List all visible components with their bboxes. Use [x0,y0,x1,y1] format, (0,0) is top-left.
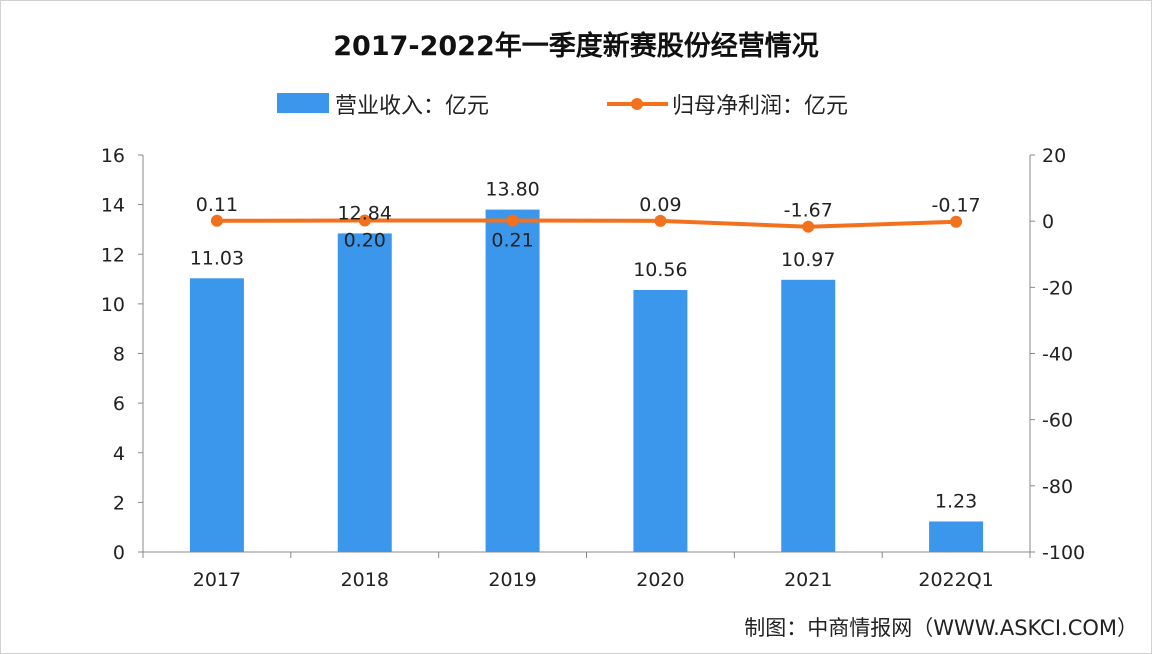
bar-2020 [633,289,688,552]
right-tick-label: -80 [1042,476,1073,498]
bar-label: 11.03 [190,247,244,269]
bar-label: 13.80 [485,179,539,201]
bar-2017 [189,278,244,552]
x-tick-label: 2018 [341,569,389,591]
x-tick-label: 2017 [193,569,241,591]
x-tick-label: 2021 [784,569,832,591]
bar-label: 10.56 [633,259,687,281]
left-tick-label: 2 [113,492,125,514]
profit-line [216,218,957,229]
x-tick-label: 2020 [636,569,684,591]
profit-point-2020 [654,214,667,227]
bar-label: 12.84 [338,202,392,224]
left-tick-label: 0 [113,542,125,564]
profit-point-2019 [506,214,519,227]
profit-point-2018 [358,214,371,227]
right-tick-label: -20 [1042,277,1073,299]
x-tick-label: 2019 [488,569,536,591]
left-tick-label: 6 [113,393,125,415]
right-tick-label: -60 [1042,410,1073,432]
left-tick-label: 12 [101,244,125,266]
legend-line-marker [631,98,643,110]
line-label: 0.20 [344,230,386,252]
right-tick-label: -40 [1042,344,1073,366]
left-tick-label: 16 [101,145,125,167]
bar-label: 10.97 [781,249,835,271]
bar-2022Q1 [929,521,984,552]
bar-label: 1.23 [935,490,977,512]
line-label: 0.11 [196,194,238,216]
source-note: 制图：中商情报网（WWW.ASKCI.COM） [744,616,1138,640]
right-tick-label: -100 [1042,542,1085,564]
bar-2018 [337,233,392,552]
line-label: 0.21 [491,229,533,251]
left-tick-label: 4 [113,443,125,465]
line-label: -1.67 [784,200,833,222]
chart-title: 2017-2022年一季度新赛股份经营情况 [333,30,819,62]
profit-point-2021 [802,220,815,233]
right-tick-label: 0 [1042,211,1054,233]
legend-bar-swatch [277,93,329,113]
left-tick-label: 10 [101,294,125,316]
legend: 营业收入：亿元 归母净利润：亿元 [277,93,848,119]
profit-point-2017 [210,214,223,227]
left-tick-label: 8 [113,344,125,366]
left-tick-label: 14 [101,195,125,217]
legend-line-label: 归母净利润：亿元 [672,94,848,119]
line-label: 0.09 [639,194,681,216]
bar-2019 [485,209,540,552]
x-tick-label: 2022Q1 [918,569,993,591]
bar-2021 [781,279,836,552]
right-tick-label: 20 [1042,145,1066,167]
line-label: -0.17 [931,195,980,217]
legend-bar-label: 营业收入：亿元 [335,94,489,119]
profit-point-2022Q1 [950,215,963,228]
